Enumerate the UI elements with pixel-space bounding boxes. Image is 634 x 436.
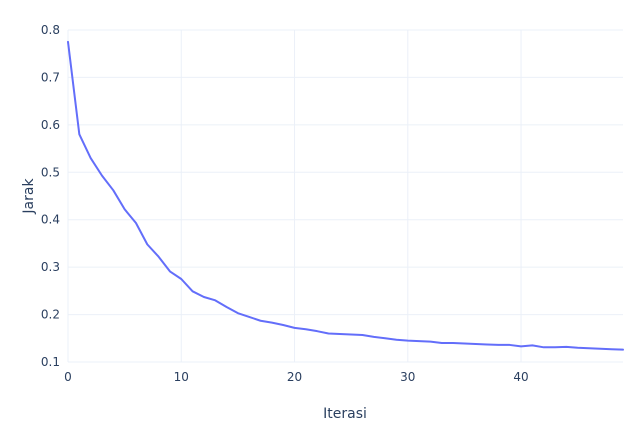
x-axis-title: Iterasi <box>323 406 367 422</box>
x-tick-label: 30 <box>400 370 415 384</box>
y-tick-label: 0.7 <box>41 70 60 84</box>
x-tick-label: 0 <box>64 370 72 384</box>
series-line <box>67 40 624 351</box>
y-axis-ticks: 0.1 0.2 0.3 0.4 0.5 0.6 0.7 0.8 <box>41 23 60 369</box>
grid <box>67 29 623 363</box>
x-axis-ticks: 0 10 20 30 40 <box>64 370 529 384</box>
y-tick-label: 0.3 <box>41 260 60 274</box>
y-tick-label: 0.4 <box>41 213 60 227</box>
y-tick-label: 0.8 <box>41 23 60 37</box>
series-layer <box>67 40 624 351</box>
x-tick-label: 40 <box>513 370 528 384</box>
x-tick-label: 10 <box>174 370 189 384</box>
y-tick-label: 0.6 <box>41 118 60 132</box>
y-tick-label: 0.1 <box>41 355 60 369</box>
y-tick-label: 0.2 <box>41 308 60 322</box>
y-tick-label: 0.5 <box>41 165 60 179</box>
x-tick-label: 20 <box>287 370 302 384</box>
y-axis-title: Jarak <box>21 178 37 215</box>
